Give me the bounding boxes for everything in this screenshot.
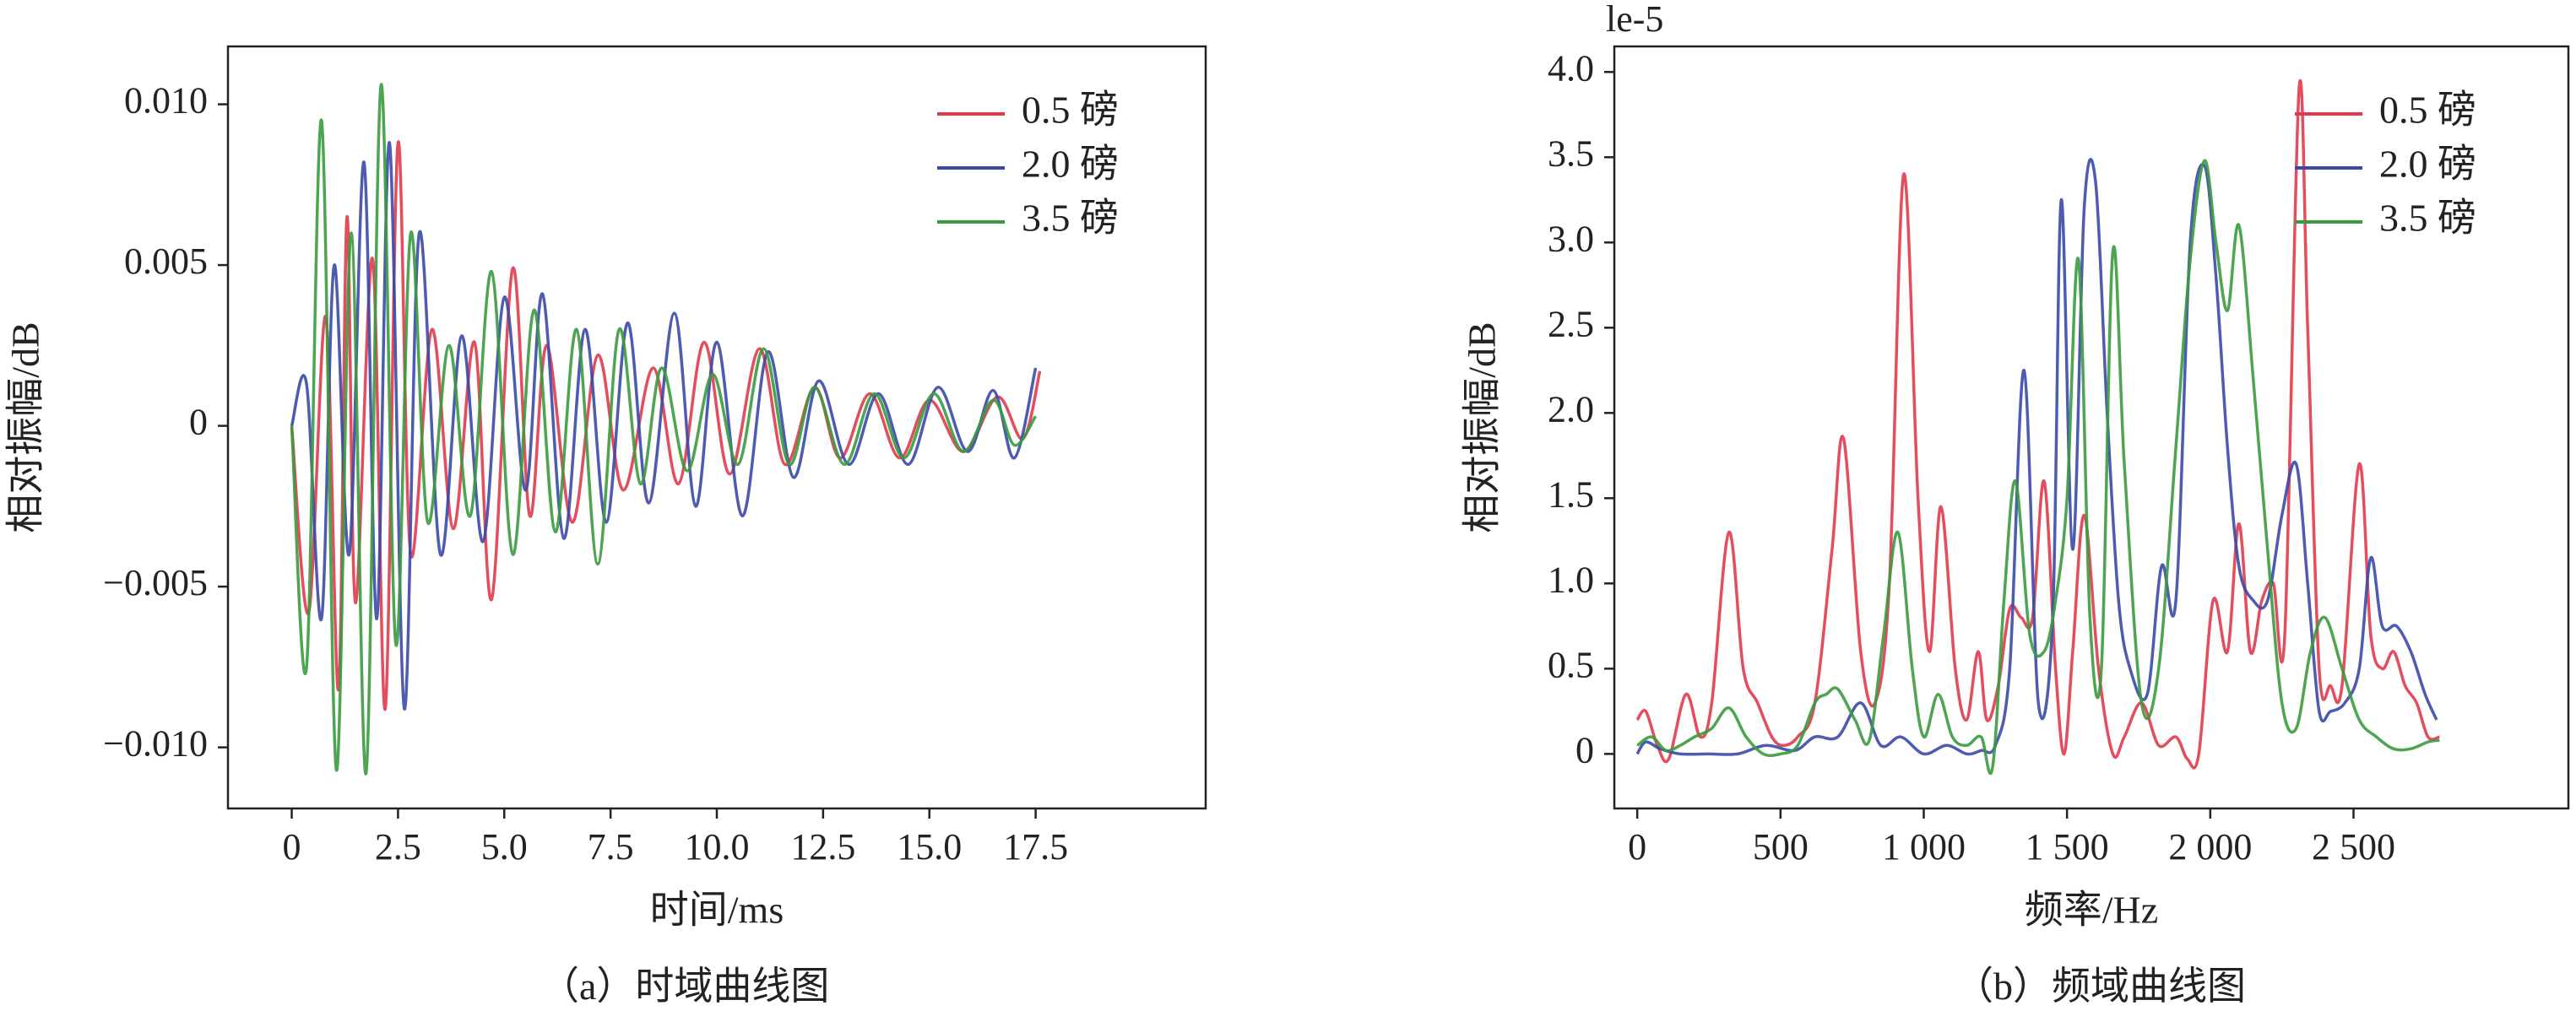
x-tick-label: 1 500 <box>2026 826 2109 868</box>
y-tick-label: 0.5 <box>1548 644 1594 685</box>
caption-frequency-domain: （b）频域曲线图 <box>1955 965 2246 1008</box>
y-tick-label: 0 <box>189 402 208 443</box>
x-tick-label: 2.5 <box>375 826 421 868</box>
legend-label: 0.5 磅 <box>1022 89 1119 132</box>
x-tick-label: 5.0 <box>481 826 528 868</box>
y-tick-label: −0.010 <box>103 723 208 765</box>
x-tick-label: 2 000 <box>2168 826 2252 868</box>
y-tick-label: 2.0 <box>1548 388 1594 430</box>
plot-frame <box>1613 45 2570 810</box>
x-tick-label: 12.5 <box>790 826 855 868</box>
x-axis-label: 频率/Hz <box>2025 889 2158 932</box>
series-line <box>290 83 1038 776</box>
x-axis-label: 时间/ms <box>650 889 784 932</box>
series-line <box>1636 159 2440 776</box>
legend-label: 2.0 磅 <box>2379 143 2476 186</box>
x-tick-label: 17.5 <box>1003 826 1068 868</box>
y-tick-label: −0.005 <box>103 562 208 603</box>
legend-label: 0.5 磅 <box>2379 89 2476 132</box>
x-tick-label: 500 <box>1753 826 1809 868</box>
legend-label: 2.0 磅 <box>1022 143 1119 186</box>
y-tick-label: 4.0 <box>1548 47 1594 89</box>
y-axis-label: 相对振幅/dB <box>1461 322 1504 533</box>
y-tick-label: 2.5 <box>1548 303 1594 344</box>
time-domain-chart: 0 2.5 5.0 7.5 10.0 12.5 15.0 17.5 −0.010 −0.005 0 0… <box>4 45 1207 932</box>
x-tick-label: 7.5 <box>588 826 634 868</box>
frequency-domain-chart: 0 500 1 000 1 500 2 000 2 500 0 0.5 1.0 1.5 2.0 2.5… <box>1461 0 2570 932</box>
y-axis-label: 相对振幅/dB <box>4 322 47 533</box>
y-tick-label: 1.5 <box>1548 473 1594 515</box>
x-tick-label: 10.0 <box>685 826 750 868</box>
series-line <box>1635 158 2438 756</box>
series-line <box>1635 78 2440 770</box>
caption-time-domain: （a）时域曲线图 <box>540 965 830 1008</box>
x-tick-label: 0 <box>1628 826 1646 868</box>
scale-multiplier-label: le-5 <box>1606 0 1663 40</box>
y-tick-label: 0.010 <box>124 80 208 122</box>
legend-label: 3.5 磅 <box>1022 197 1119 240</box>
x-tick-label: 2 500 <box>2312 826 2395 868</box>
y-tick-label: 3.0 <box>1548 218 1594 259</box>
x-tick-label: 15.0 <box>897 826 962 868</box>
series-line <box>290 141 1038 711</box>
x-tick-label: 0 <box>283 826 301 868</box>
x-tick-label: 1 000 <box>1882 826 1966 868</box>
y-tick-label: 0.005 <box>124 241 208 282</box>
y-tick-label: 0 <box>1575 729 1594 770</box>
legend-label: 3.5 磅 <box>2379 197 2476 240</box>
y-tick-label: 1.0 <box>1548 559 1594 600</box>
y-tick-label: 3.5 <box>1548 132 1594 174</box>
